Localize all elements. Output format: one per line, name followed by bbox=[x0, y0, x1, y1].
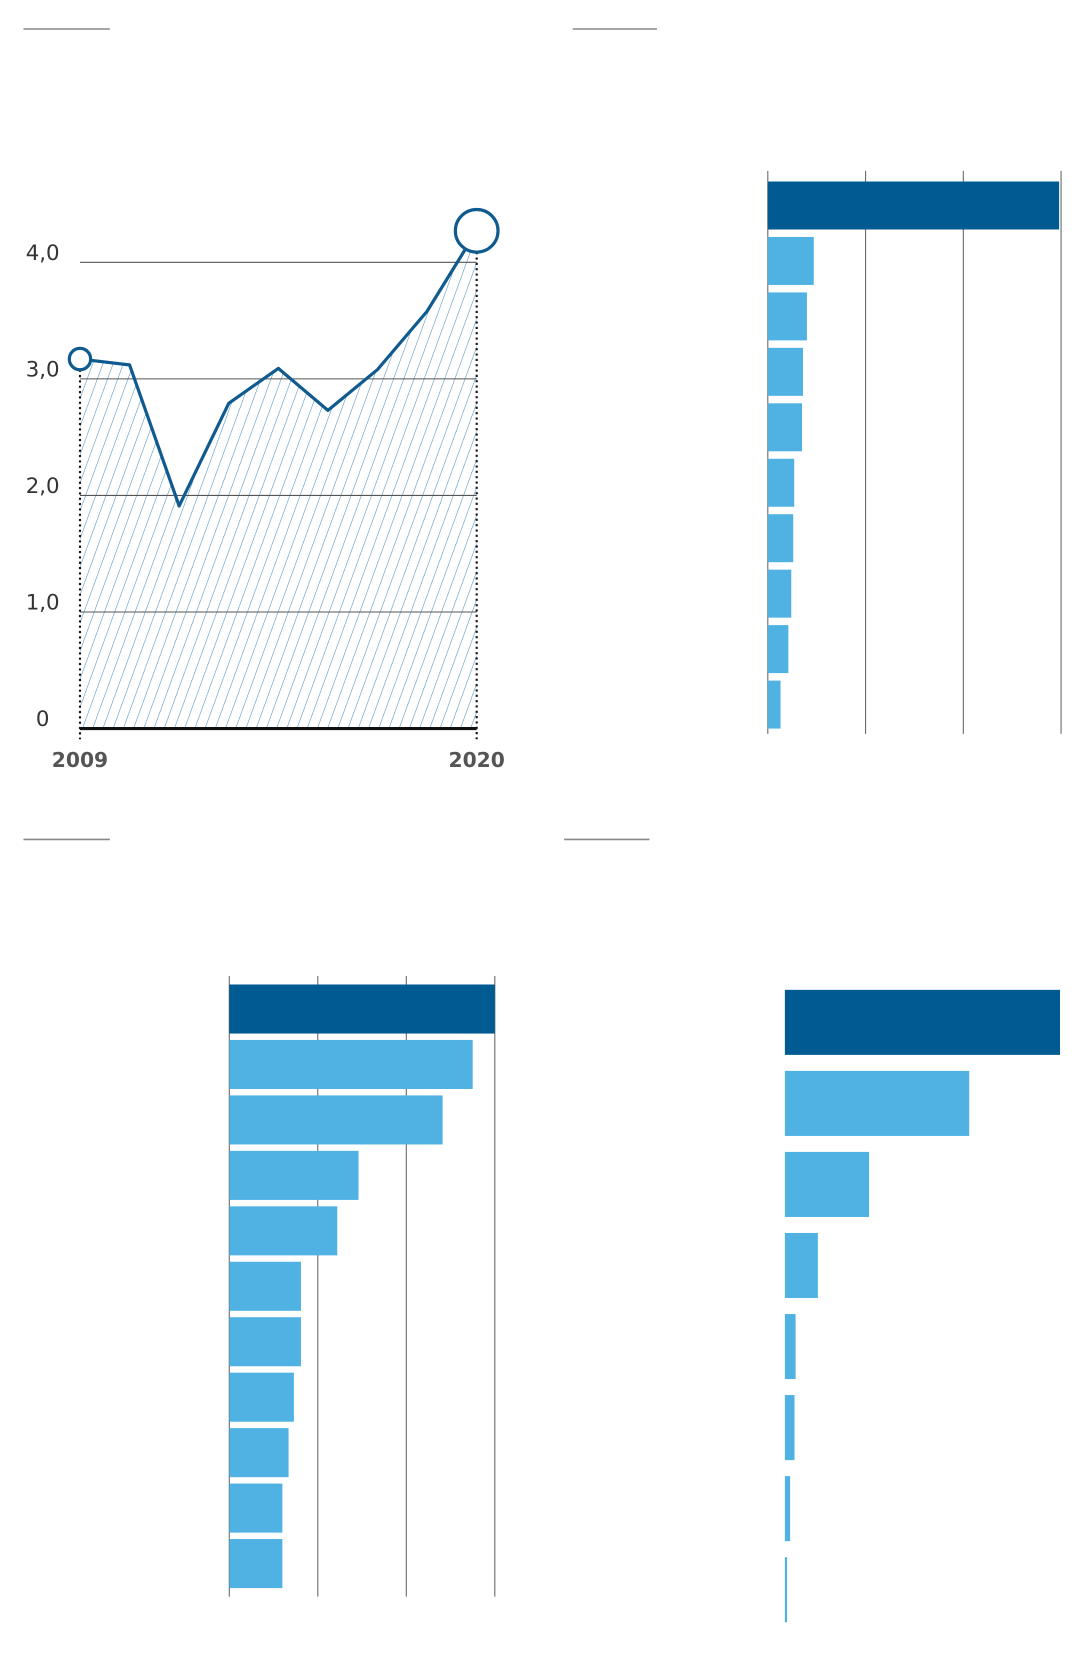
bar bbox=[229, 1261, 301, 1311]
bar bbox=[229, 984, 495, 1034]
bar bbox=[767, 625, 789, 674]
bar bbox=[229, 1150, 359, 1200]
bar bbox=[767, 458, 795, 507]
bar bbox=[229, 1095, 443, 1145]
y-tick-label: 0 bbox=[36, 707, 50, 732]
area bbox=[79, 230, 477, 729]
bar bbox=[784, 989, 1061, 1055]
bar bbox=[784, 1151, 870, 1217]
bar bbox=[767, 514, 794, 563]
y-tick-label: 4,0 bbox=[26, 241, 60, 266]
x-tick-label: 2020 bbox=[448, 748, 504, 772]
y-tick-label: 1,0 bbox=[26, 590, 60, 615]
bar bbox=[767, 403, 803, 452]
bar bbox=[767, 347, 804, 396]
bar bbox=[767, 292, 807, 341]
y-tick-label: 3,0 bbox=[26, 357, 60, 382]
bar bbox=[784, 1476, 791, 1542]
bar bbox=[229, 1039, 473, 1090]
end-marker bbox=[453, 207, 500, 254]
bar bbox=[784, 1070, 970, 1136]
bar bbox=[229, 1372, 294, 1422]
bar bbox=[767, 569, 792, 618]
y-tick-label: 2,0 bbox=[26, 474, 60, 499]
bar bbox=[784, 1314, 796, 1380]
start-marker bbox=[67, 346, 93, 372]
bar bbox=[767, 236, 814, 285]
line bbox=[79, 230, 479, 508]
bar bbox=[784, 1395, 795, 1461]
bar bbox=[784, 1232, 818, 1299]
bar bbox=[767, 181, 1060, 230]
header-rules bbox=[23, 28, 657, 841]
x-tick-label: 2009 bbox=[52, 748, 108, 772]
bar bbox=[229, 1483, 283, 1533]
bar bbox=[229, 1206, 338, 1256]
bar bbox=[229, 1428, 289, 1478]
bar bbox=[229, 1539, 283, 1589]
bar bbox=[229, 1317, 301, 1367]
bar bbox=[767, 680, 781, 729]
bar bbox=[784, 1557, 788, 1623]
